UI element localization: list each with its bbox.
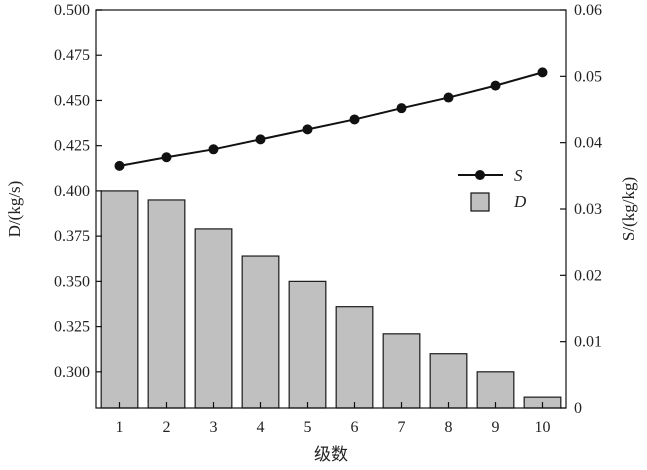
x-tick-label: 6: [351, 419, 359, 436]
y2-tick-label: 0.03: [574, 201, 602, 218]
x-tick-label: 3: [210, 419, 218, 436]
point-s-6: [349, 114, 360, 125]
y2-tick-label: 0.05: [574, 68, 602, 85]
point-s-1: [114, 160, 125, 171]
bar-d-3: [194, 228, 233, 409]
bar-d-7: [382, 333, 421, 409]
point-s-2: [161, 152, 172, 163]
x-tick-label: 4: [257, 419, 265, 436]
left-axis: 0.300 0.325 0.350 0.375 0.400 0.425 0.450 0.475…: [54, 2, 102, 381]
right-axis: 0 0.01 0.02 0.03 0.04 0.05 0.06: [560, 2, 602, 417]
bars-layer: [100, 190, 562, 409]
y2-tick-label: 0.02: [574, 267, 602, 284]
y2-tick-label: 0: [574, 400, 582, 417]
x-tick-label: 1: [116, 419, 124, 436]
series-s-line: [119, 71, 543, 167]
bar-d-1: [100, 190, 139, 409]
x-tick-label: 10: [535, 419, 551, 436]
x-tick-label: 8: [445, 419, 453, 436]
legend-d-swatch-icon: [470, 192, 490, 212]
y-tick-label: 0.425: [54, 138, 90, 155]
y2-tick-label: 0.04: [574, 135, 602, 152]
x-axis-title: 级数: [314, 445, 348, 464]
y-tick-label: 0.500: [54, 2, 90, 19]
y-axis-title: D/(kg/s): [5, 181, 24, 238]
y2-tick-label: 0.01: [574, 334, 602, 351]
point-s-3: [208, 144, 219, 155]
y-tick-label: 0.475: [54, 47, 90, 64]
bar-d-4: [241, 255, 280, 409]
bar-d-5: [288, 280, 327, 409]
point-s-10: [537, 67, 548, 78]
legend: S D: [458, 166, 527, 212]
y2-axis-title: S/(kg/kg): [619, 177, 638, 241]
legend-d-label: D: [513, 192, 527, 211]
legend-s-label: S: [514, 166, 523, 185]
legend-s-marker-icon: [475, 170, 485, 180]
y-tick-label: 0.300: [54, 364, 90, 381]
point-s-7: [396, 103, 407, 114]
x-axis: 1 2 3 4 5 6 7 8 9 10: [116, 402, 551, 436]
y-tick-label: 0.325: [54, 319, 90, 336]
y-tick-label: 0.450: [54, 92, 90, 109]
bar-d-2: [147, 199, 186, 409]
point-s-9: [490, 80, 501, 91]
bar-d-9: [476, 371, 515, 409]
bar-d-6: [335, 306, 374, 409]
y-tick-label: 0.400: [54, 183, 90, 200]
x-tick-label: 7: [398, 419, 406, 436]
bar-d-8: [429, 353, 468, 409]
y-tick-label: 0.350: [54, 273, 90, 290]
point-s-8: [443, 92, 454, 103]
y-tick-label: 0.375: [54, 228, 90, 245]
point-s-5: [302, 124, 313, 135]
y2-tick-label: 0.06: [574, 2, 602, 19]
point-s-4: [255, 134, 266, 145]
x-tick-label: 2: [163, 419, 171, 436]
line-layer: [114, 67, 548, 171]
x-tick-label: 5: [304, 419, 312, 436]
x-tick-label: 9: [492, 419, 500, 436]
